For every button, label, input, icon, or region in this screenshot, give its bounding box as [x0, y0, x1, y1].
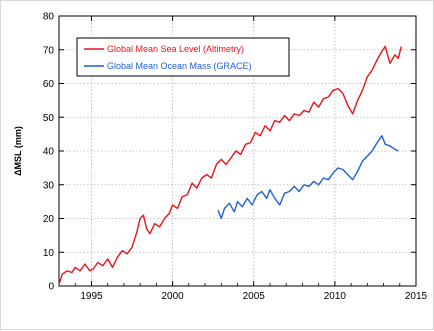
series-line-1	[58, 45, 403, 285]
legend-box	[76, 37, 290, 77]
axis-ticks: 0 10 20 30 40 50 60 70 80 1995 2000 2005 2010 2015	[43, 12, 428, 303]
legend-label-2: Global Mean Ocean Mass (GRACE)	[107, 61, 252, 71]
y-tick-label: 0	[48, 282, 54, 293]
legend: Global Mean Sea Level (Altimetry) Global …	[76, 37, 290, 77]
series-group	[58, 45, 403, 285]
series-line-2	[217, 135, 399, 220]
legend-label-1: Global Mean Sea Level (Altimetry)	[107, 44, 244, 54]
x-tick-label: 2010	[324, 291, 347, 302]
y-tick-label: 50	[43, 113, 55, 124]
y-tick-label: 30	[43, 180, 55, 191]
x-tick-label: 1995	[80, 291, 103, 302]
y-tick-label: 70	[43, 45, 55, 56]
x-tick-label: 2015	[405, 291, 428, 302]
y-tick-label: 20	[43, 214, 55, 225]
y-axis-label: ΔMSL (mm)	[13, 126, 23, 176]
y-tick-label: 40	[43, 147, 55, 158]
x-tick-label: 2000	[161, 291, 184, 302]
x-tick-label: 2005	[243, 291, 266, 302]
y-tick-label: 10	[43, 248, 55, 259]
y-tick-label: 80	[43, 12, 55, 23]
y-tick-label: 60	[43, 79, 55, 90]
